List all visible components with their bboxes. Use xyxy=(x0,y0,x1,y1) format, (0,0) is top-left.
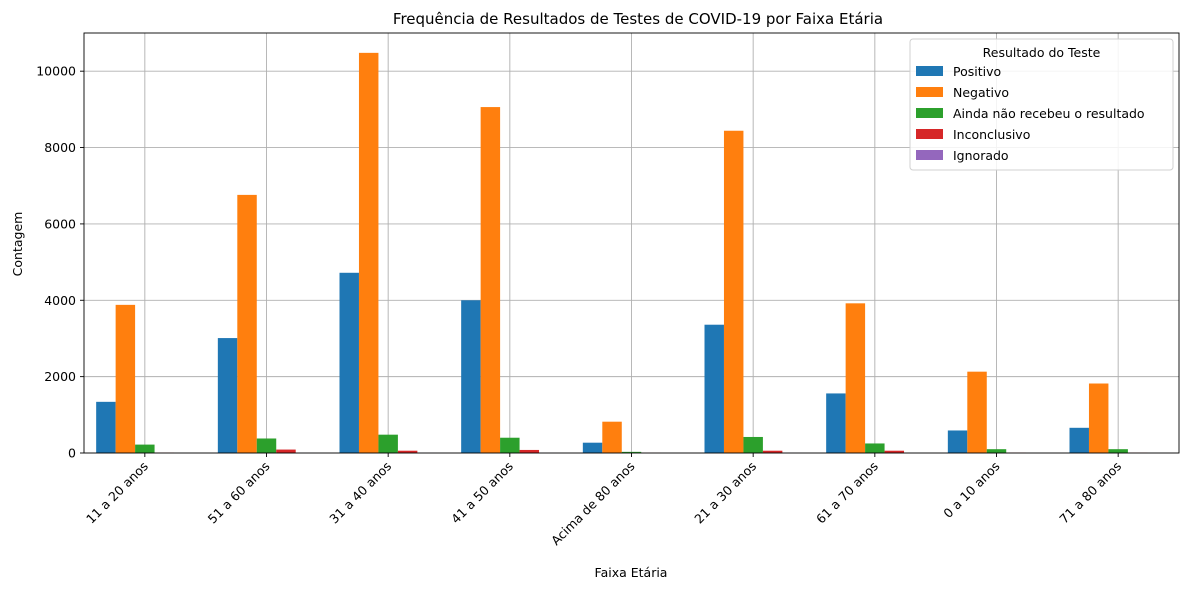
legend-entry: Inconclusivo xyxy=(953,127,1030,142)
bar xyxy=(704,324,724,453)
y-tick-label: 10000 xyxy=(36,64,76,79)
legend-swatch xyxy=(916,66,943,76)
bar xyxy=(967,371,987,453)
bar xyxy=(884,450,905,453)
x-tick-label: 61 a 70 anos xyxy=(813,459,881,527)
bar xyxy=(276,449,296,453)
bar xyxy=(986,449,1007,453)
bar xyxy=(358,52,379,453)
y-axis-label: Contagem xyxy=(10,212,25,277)
legend-swatch xyxy=(916,108,943,118)
bar xyxy=(519,449,540,453)
legend-title: Resultado do Teste xyxy=(983,45,1101,60)
x-tick-label: 11 a 20 anos xyxy=(83,459,151,527)
bar xyxy=(723,130,744,453)
grid-layer xyxy=(84,33,1179,454)
bar xyxy=(621,451,642,453)
bar xyxy=(826,393,846,453)
bar xyxy=(845,303,866,453)
bar xyxy=(1088,383,1109,453)
bar xyxy=(743,436,763,453)
y-tick-label: 6000 xyxy=(44,216,76,231)
bar xyxy=(500,437,520,453)
x-axis-label: Faixa Etária xyxy=(595,565,668,580)
x-tick-label: Acima de 80 anos xyxy=(548,459,638,549)
bar xyxy=(96,401,116,453)
legend-swatch xyxy=(916,87,943,97)
bar xyxy=(135,444,155,453)
bar xyxy=(947,430,968,453)
bars-layer xyxy=(96,52,1167,453)
y-tick-label: 4000 xyxy=(44,293,76,308)
x-tick-label: 21 a 30 anos xyxy=(691,459,759,527)
legend: Resultado do Teste Positivo Negativo Ainda … xyxy=(909,38,1174,171)
legend-entry: Ainda não recebeu o resultado xyxy=(953,106,1145,121)
bar xyxy=(397,450,418,453)
bar xyxy=(480,107,501,453)
bar xyxy=(237,194,257,453)
bar xyxy=(461,300,481,453)
x-tick-label: 0 a 10 anos xyxy=(940,459,1002,521)
y-tick-label: 0 xyxy=(68,446,76,461)
legend-swatch xyxy=(916,129,943,139)
bar xyxy=(1069,427,1089,453)
x-tick-label: 71 a 80 anos xyxy=(1056,459,1124,527)
bar xyxy=(1108,449,1128,453)
bar xyxy=(378,434,398,453)
bar xyxy=(339,272,359,453)
bar xyxy=(256,438,277,453)
legend-box xyxy=(909,38,1174,171)
legend-entry: Negativo xyxy=(953,85,1009,100)
legend-entry: Ignorado xyxy=(953,148,1009,163)
bar xyxy=(115,304,136,453)
y-tick-label: 8000 xyxy=(44,140,76,155)
x-tick-label: 31 a 40 anos xyxy=(326,459,394,527)
legend-swatch xyxy=(916,150,943,160)
bar xyxy=(582,442,603,453)
bar xyxy=(762,450,783,453)
bar xyxy=(217,338,238,453)
bar xyxy=(865,443,885,453)
bar xyxy=(602,421,622,453)
x-tick-label: 51 a 60 anos xyxy=(205,459,273,527)
y-tick-label: 2000 xyxy=(44,369,76,384)
chart-title: Frequência de Resultados de Testes de CO… xyxy=(393,10,883,28)
legend-entry: Positivo xyxy=(953,64,1001,79)
x-tick-label: 41 a 50 anos xyxy=(448,459,516,527)
